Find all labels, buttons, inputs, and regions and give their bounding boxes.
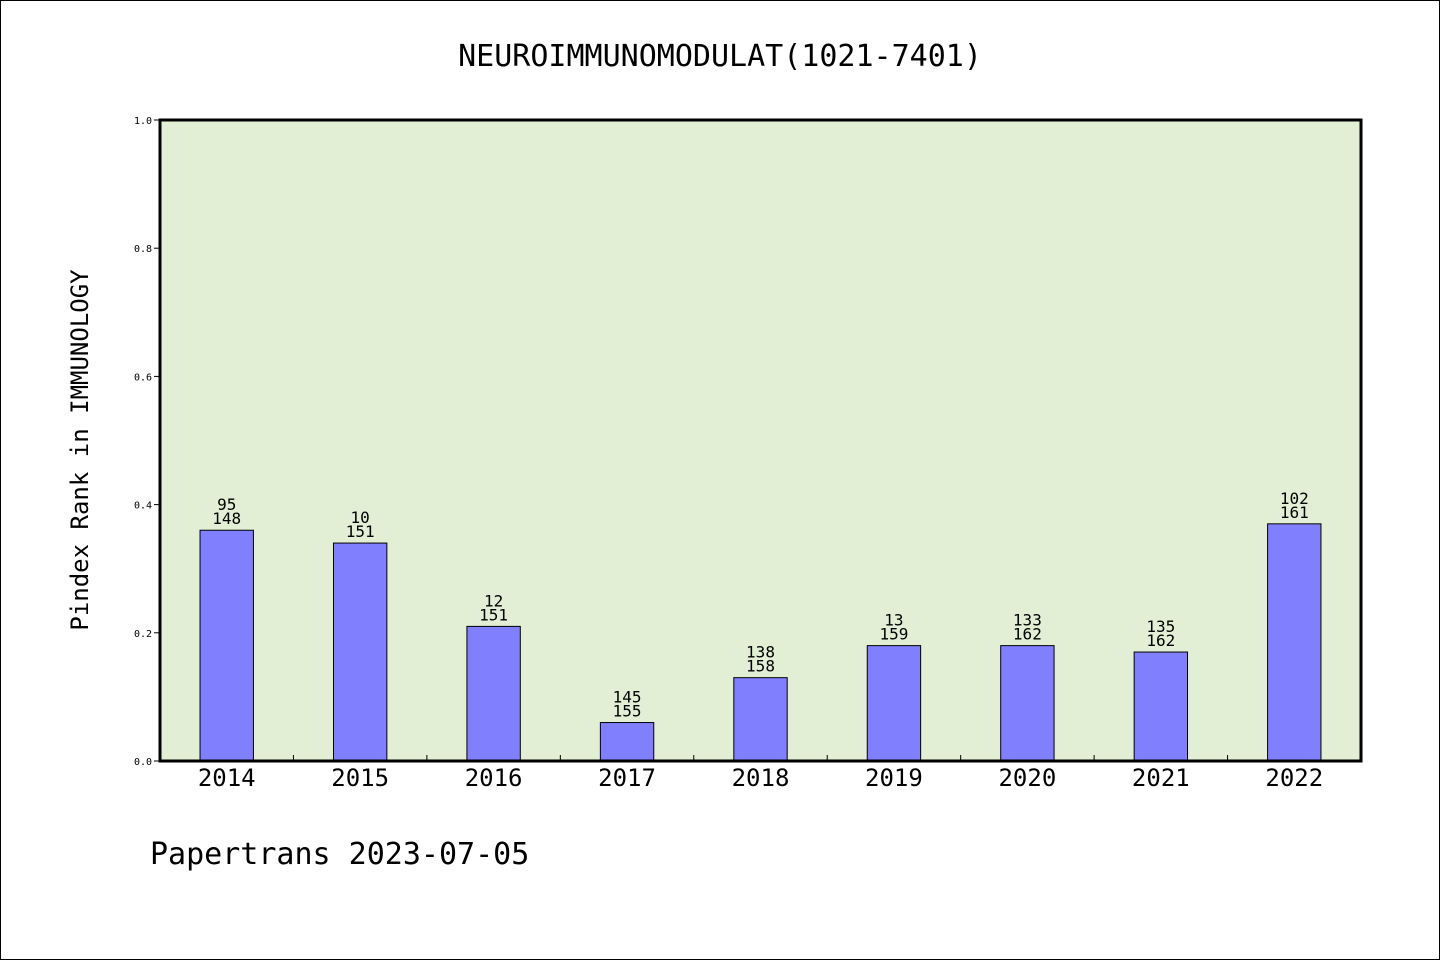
x-tick-label-2016: 2016 [465,764,523,792]
bar-2021 [1133,651,1189,762]
chart-title: NEUROIMMUNOMODULAT(1021-7401) [458,39,982,74]
x-tick-label-2022: 2022 [1265,764,1323,792]
bar-label-top-2016: 12 [484,591,503,610]
y-tick-label: 0.2 [134,629,152,640]
y-tick-label: 1.0 [134,116,152,127]
bar-2020 [1000,645,1055,762]
y-tick-label: 0.8 [134,244,152,255]
bar-label-bottom-2018: 158 [746,657,775,676]
bar-label-top-2020: 133 [1013,611,1042,630]
bar-label-top-2019: 13 [884,611,903,630]
bar-2019 [866,645,922,762]
bar-label-bottom-2019: 159 [879,625,908,644]
y-tick-label: 0.6 [134,372,152,383]
bar-label-bottom-2022: 161 [1280,503,1309,522]
x-axis-ticks: 2014 2015 2016 2017 2018 2019 2020 2021 2022 [198,755,1323,792]
y-tick-label: 0.0 [134,757,152,768]
bar-label-bottom-2016: 151 [479,605,508,624]
bars-group [199,523,1322,762]
bar-label-bottom-2014: 148 [212,509,241,528]
bar-2015 [332,542,388,762]
bar-2016 [466,625,521,762]
bar-label-top-2022: 102 [1280,489,1309,508]
x-tick-label-2019: 2019 [865,764,923,792]
x-tick-label-2015: 2015 [331,764,389,792]
bar-label-top-2017: 145 [613,688,642,707]
bar-label-top-2015: 10 [351,508,370,527]
plot-border [158,118,1363,763]
bar-label-bottom-2021: 162 [1146,631,1175,650]
bar-2014 [199,529,254,762]
bar-label-bottom-2020: 162 [1013,625,1042,644]
bar-2017 [599,722,655,762]
y-tick-label: 0.4 [134,501,152,512]
x-tick-label-2014: 2014 [198,764,256,792]
bar-label-top-2014: 95 [217,495,236,514]
bar-label-bottom-2017: 155 [613,702,642,721]
bar-2022 [1267,523,1322,762]
bar-label-bottom-2015: 151 [346,522,375,541]
x-tick-label-2017: 2017 [598,764,656,792]
x-tick-label-2021: 2021 [1132,764,1190,792]
bar-2018 [733,677,788,762]
x-tick-label-2020: 2020 [998,764,1056,792]
footer-credit: Papertrans 2023-07-05 [150,837,529,872]
bar-label-top-2021: 135 [1146,617,1175,636]
y-axis-ticks: 0.0 0.2 0.4 0.6 0.8 1.0 [134,116,160,768]
x-tick-label-2018: 2018 [732,764,790,792]
y-axis-label: Pindex Rank in IMMUNOLOGY [66,269,94,631]
bar-label-top-2018: 138 [746,643,775,662]
